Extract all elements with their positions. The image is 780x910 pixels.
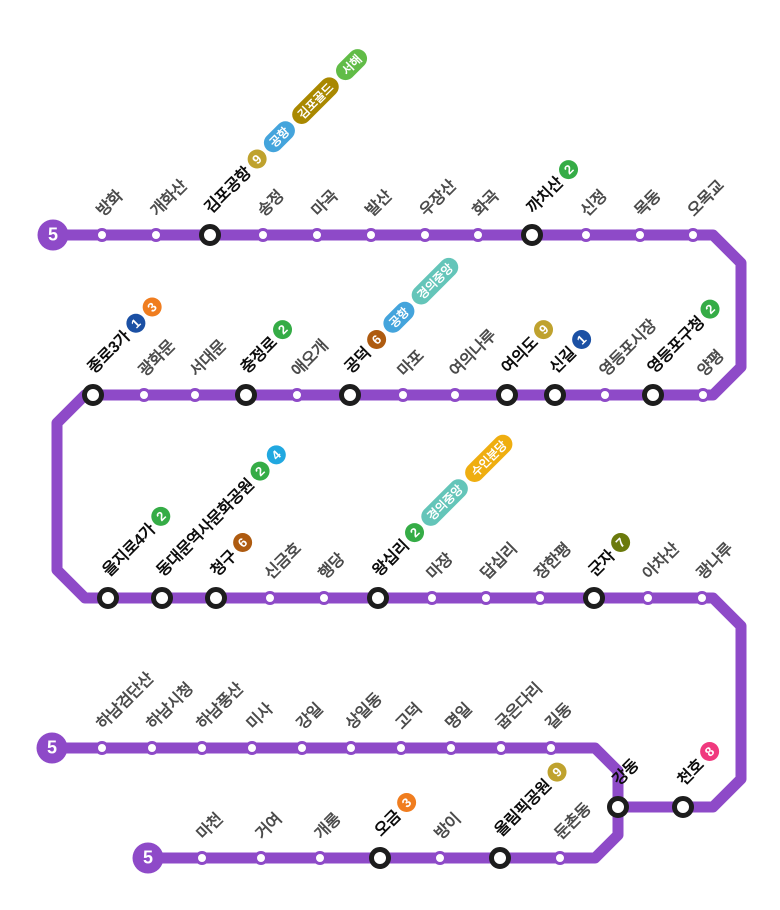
station-marker	[195, 851, 209, 865]
station-marker	[245, 741, 259, 755]
station-marker	[254, 851, 268, 865]
transfer-station-marker	[521, 224, 543, 246]
station-marker	[579, 228, 593, 242]
transfer-station-marker	[151, 587, 173, 609]
station-marker	[317, 591, 331, 605]
station-marker	[471, 228, 485, 242]
transfer-station-marker	[642, 384, 664, 406]
station-marker	[479, 591, 493, 605]
station-marker	[533, 591, 547, 605]
station-marker	[195, 741, 209, 755]
station-marker	[598, 388, 612, 402]
transfer-station-marker	[367, 587, 389, 609]
station-marker	[145, 741, 159, 755]
station-marker	[290, 388, 304, 402]
station-marker	[544, 741, 558, 755]
station-marker	[394, 741, 408, 755]
station-marker	[425, 591, 439, 605]
station-marker	[448, 388, 462, 402]
station-marker	[310, 228, 324, 242]
station-marker	[433, 851, 447, 865]
line5-terminus-badge: 5	[132, 842, 164, 874]
transfer-station-marker	[489, 847, 511, 869]
station-marker	[641, 591, 655, 605]
station-marker	[686, 228, 700, 242]
line5-terminus-badge: 5	[37, 219, 69, 251]
transfer-station-marker	[544, 384, 566, 406]
transfer-station-marker	[583, 587, 605, 609]
station-marker	[344, 741, 358, 755]
line5-terminus-badge: 5	[36, 732, 68, 764]
transfer-station-marker	[235, 384, 257, 406]
station-marker	[494, 741, 508, 755]
station-marker	[444, 741, 458, 755]
station-marker	[188, 388, 202, 402]
station-marker	[633, 228, 647, 242]
station-marker	[418, 228, 432, 242]
station-marker	[295, 741, 309, 755]
transfer-station-marker	[339, 384, 361, 406]
station-marker	[695, 591, 709, 605]
station-marker	[137, 388, 151, 402]
station-marker	[149, 228, 163, 242]
transfer-station-marker	[496, 384, 518, 406]
station-marker	[313, 851, 327, 865]
transfer-station-marker	[199, 224, 221, 246]
station-marker	[95, 741, 109, 755]
station-marker	[553, 851, 567, 865]
transfer-station-marker	[607, 796, 629, 818]
station-marker	[396, 388, 410, 402]
transfer-station-marker	[82, 384, 104, 406]
line5-main-path	[47, 229, 747, 813]
station-marker	[263, 591, 277, 605]
transfer-station-marker	[205, 587, 227, 609]
station-marker	[256, 228, 270, 242]
station-marker	[95, 228, 109, 242]
transfer-station-marker	[672, 796, 694, 818]
station-marker	[364, 228, 378, 242]
station-marker	[696, 388, 710, 402]
transfer-station-marker	[97, 587, 119, 609]
transfer-station-marker	[369, 847, 391, 869]
